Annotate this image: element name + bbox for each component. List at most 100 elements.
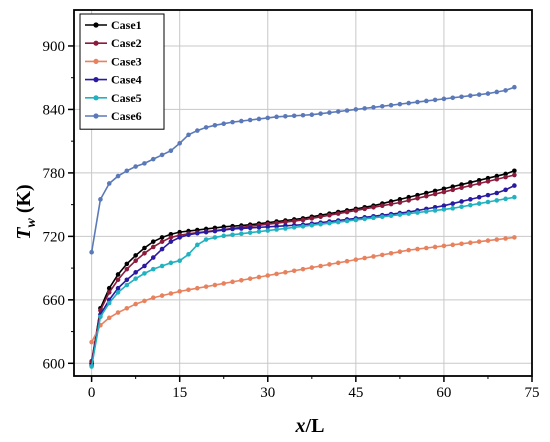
data-point: [89, 364, 94, 369]
data-point: [230, 279, 235, 285]
data-point: [318, 263, 323, 269]
data-point: [485, 199, 491, 205]
data-point: [371, 105, 376, 110]
y-tick-label: 780: [43, 166, 66, 182]
data-point: [512, 194, 517, 200]
data-point: [142, 298, 147, 304]
data-point: [300, 112, 306, 118]
x-tick-label: 15: [172, 385, 187, 401]
data-point: [397, 249, 403, 255]
data-point: [459, 185, 464, 191]
data-point: [177, 258, 182, 263]
data-point: [459, 182, 464, 187]
data-point: [476, 194, 482, 200]
data-point: [274, 220, 279, 226]
data-point: [168, 291, 174, 296]
data-point: [503, 236, 508, 241]
data-point: [168, 231, 174, 237]
data-point: [247, 230, 253, 235]
data-point: [344, 218, 350, 224]
data-point: [159, 239, 165, 244]
data-point: [291, 225, 297, 230]
data-point: [494, 190, 500, 196]
data-point: [291, 268, 297, 274]
data-point: [388, 250, 394, 256]
data-point: [106, 181, 112, 186]
data-point: [415, 192, 420, 198]
data-point: [186, 252, 191, 257]
x-tick-label: 60: [436, 385, 451, 401]
data-point: [115, 173, 121, 179]
data-point: [115, 310, 121, 315]
data-point: [89, 249, 94, 255]
data-point: [362, 206, 367, 212]
data-point: [124, 277, 130, 283]
data-point: [274, 271, 279, 277]
legend-item-case6: Case6: [85, 109, 142, 123]
data-point: [353, 217, 359, 223]
data-point: [441, 203, 447, 208]
data-point: [503, 174, 508, 180]
data-point: [256, 274, 262, 280]
data-point: [291, 113, 297, 119]
data-point: [195, 230, 200, 236]
data-point: [362, 216, 367, 222]
data-point: [177, 140, 182, 146]
data-point: [133, 270, 138, 275]
data-point: [150, 295, 156, 301]
data-point: [168, 235, 174, 240]
data-point: [512, 172, 517, 178]
data-point: [503, 196, 508, 202]
data-point: [300, 266, 306, 272]
data-point: [344, 258, 350, 264]
data-point: [318, 221, 323, 227]
data-point: [230, 226, 235, 232]
data-point: [441, 186, 447, 192]
data-point: [476, 181, 482, 186]
data-point: [239, 277, 244, 283]
data-point: [335, 109, 341, 114]
data-point: [265, 273, 271, 278]
data-point: [512, 84, 517, 90]
data-point: [159, 235, 165, 240]
data-point: [494, 237, 500, 242]
data-point: [150, 255, 156, 260]
data-point: [344, 209, 350, 215]
data-point: [441, 207, 447, 212]
data-point: [441, 96, 447, 102]
data-point: [335, 219, 341, 225]
data-point: [406, 247, 411, 253]
data-point: [106, 300, 112, 306]
legend-box: [79, 13, 165, 130]
data-point: [468, 197, 473, 202]
legend-label: Case1: [111, 18, 142, 32]
data-point: [379, 214, 385, 220]
data-point: [150, 266, 156, 272]
series-case6: [89, 84, 517, 255]
legend-label: Case3: [111, 54, 142, 68]
data-point: [115, 285, 121, 291]
data-point: [212, 228, 218, 234]
data-point: [159, 152, 165, 158]
data-point: [362, 255, 367, 261]
data-point: [203, 229, 209, 235]
data-point: [133, 301, 138, 307]
data-point: [353, 107, 359, 112]
legend: Case1 Case2 Case3 Case4 Case5 Case6: [79, 13, 165, 130]
data-point: [327, 110, 332, 115]
data-point: [124, 168, 130, 174]
data-point: [494, 89, 500, 95]
data-point: [239, 118, 244, 124]
data-point: [468, 202, 473, 208]
data-point: [468, 183, 473, 188]
data-point: [388, 213, 394, 219]
data-point: [362, 106, 367, 111]
data-point: [230, 232, 235, 238]
data-point: [142, 271, 147, 276]
data-point: [106, 290, 112, 295]
data-point: [432, 188, 438, 194]
series-layer: [89, 84, 517, 369]
data-point: [503, 171, 508, 177]
data-point: [274, 224, 279, 229]
data-point: [379, 203, 385, 208]
